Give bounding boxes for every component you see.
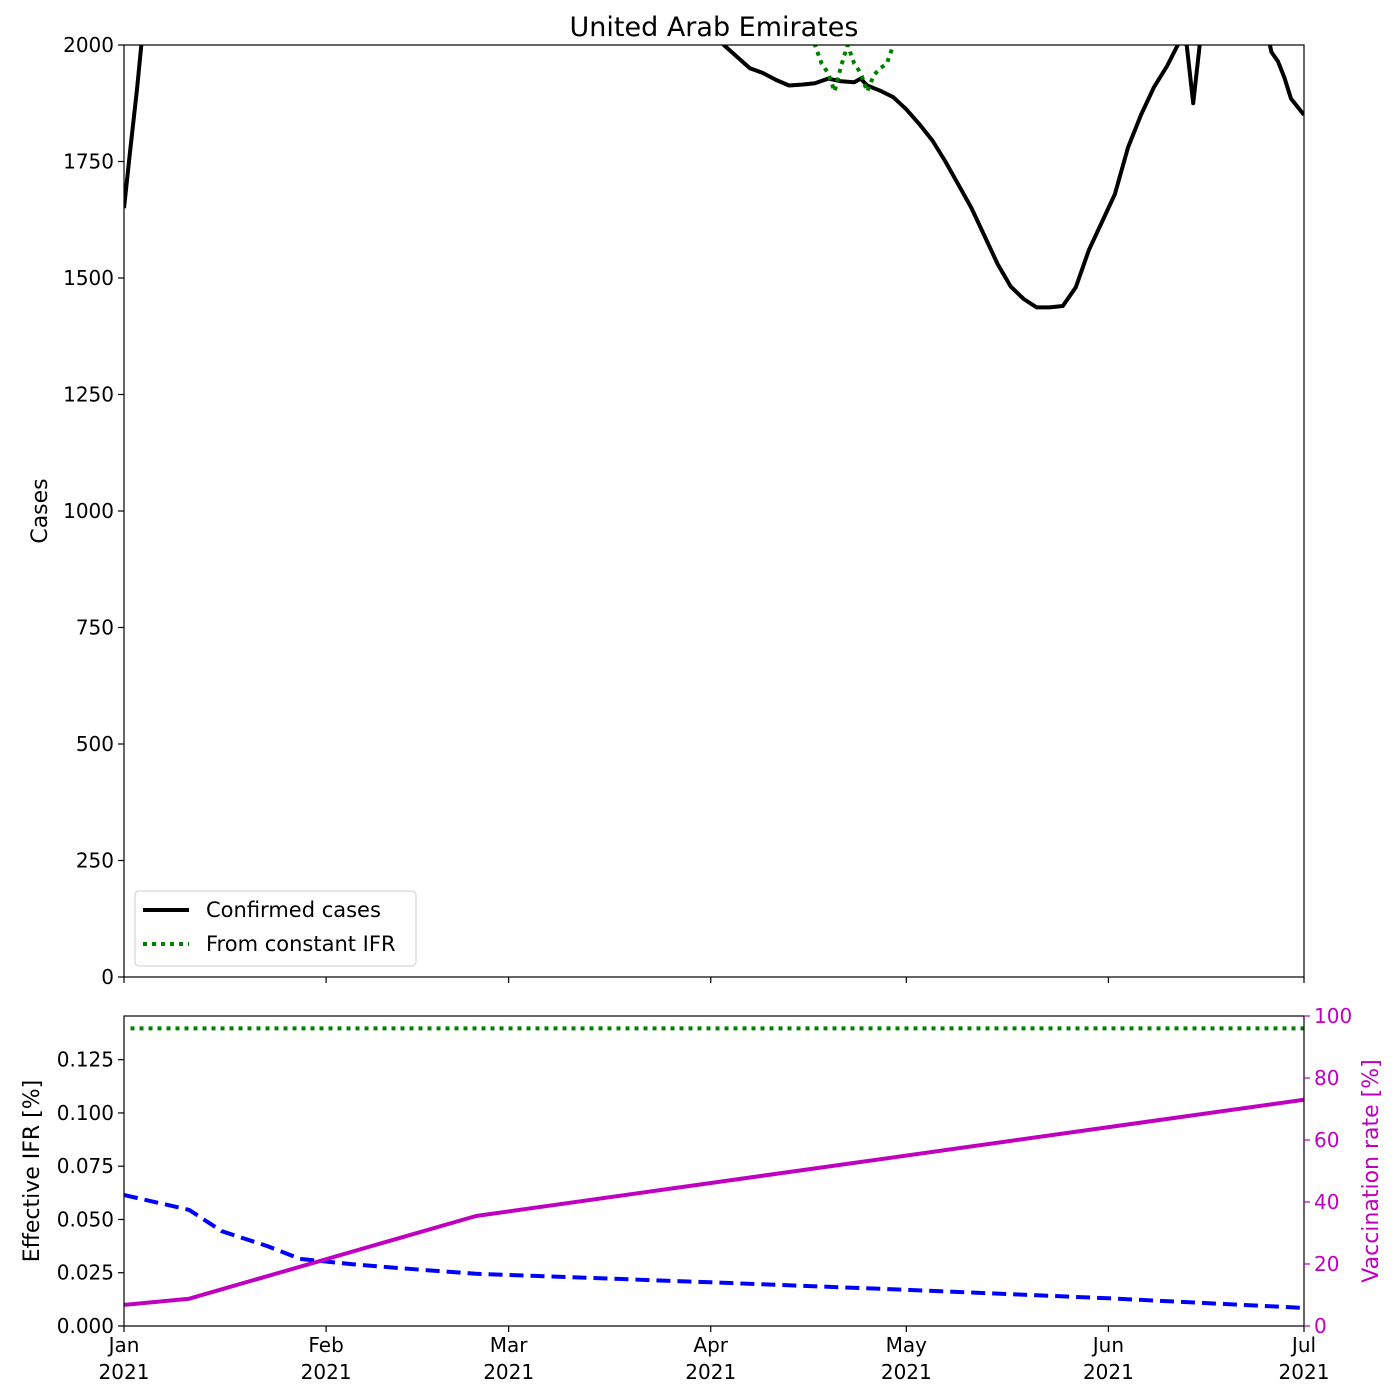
y-tick-label: 750: [76, 616, 114, 640]
ifr-y-axis: 0.000 0.025 0.050 0.075 0.100 0.125: [57, 1048, 124, 1338]
y-tick-label: 1750: [63, 150, 114, 174]
y-tick-label: 0.025: [57, 1261, 114, 1285]
y-right-tick-label: 0: [1314, 1314, 1327, 1338]
x-tick-label-month: Jul: [1290, 1333, 1316, 1357]
x-tick-label-month: Jan: [107, 1333, 140, 1357]
x-tick-label-year: 2021: [881, 1360, 932, 1384]
y-tick-label: 0.075: [57, 1154, 114, 1178]
y-tick-label: 2000: [63, 33, 114, 57]
cases-x-axis: [123, 977, 1305, 983]
y-tick-label: 1000: [63, 499, 114, 523]
vaccination-y-axis-label: Vaccination rate [%]: [1359, 1059, 1384, 1282]
vaccination-y-axis: 0 20 40 60 80 100: [1304, 1004, 1352, 1338]
y-tick-label: 250: [76, 849, 114, 873]
x-tick-label-year: 2021: [301, 1360, 352, 1384]
y-tick-label: 0.125: [57, 1048, 114, 1072]
y-right-tick-label: 100: [1314, 1004, 1352, 1028]
legend-label-confirmed: Confirmed cases: [206, 898, 381, 922]
y-right-tick-label: 40: [1314, 1190, 1339, 1214]
cases-axes-frame: [123, 44, 1305, 978]
chart-title: United Arab Emirates: [570, 12, 859, 43]
y-tick-label: 500: [76, 732, 114, 756]
x-tick-label-year: 2021: [1279, 1360, 1330, 1384]
y-right-tick-label: 60: [1314, 1128, 1339, 1152]
ifr-y-axis-label: Effective IFR [%]: [20, 1080, 45, 1262]
x-tick-label-month: Mar: [490, 1333, 529, 1357]
y-tick-label: 1250: [63, 383, 114, 407]
legend-box: [134, 890, 417, 967]
x-tick-label-month: Feb: [308, 1333, 343, 1357]
x-tick-label-year: 2021: [99, 1360, 150, 1384]
cases-plot-area: [124, 45, 1304, 310]
x-tick-label-month: Apr: [693, 1333, 728, 1357]
y-tick-label: 0: [101, 965, 114, 989]
series-line-constant-ifr: [812, 45, 896, 94]
y-right-tick-label: 20: [1314, 1252, 1339, 1276]
x-tick-label-month: Jun: [1091, 1333, 1124, 1357]
legend-label-constant-ifr: From constant IFR: [206, 932, 396, 956]
x-tick-label-year: 2021: [1083, 1360, 1134, 1384]
series-line-effective-ifr: [124, 1193, 1304, 1310]
x-tick-label-year: 2021: [483, 1360, 534, 1384]
series-line-vaccination-rate: [124, 1097, 1304, 1307]
y-tick-label: 0.000: [57, 1314, 114, 1338]
legend: Confirmed cases From constant IFR: [134, 890, 417, 967]
series-line-confirmed-cases: [124, 45, 1304, 310]
y-tick-label: 1500: [63, 266, 114, 290]
x-tick-label-month: May: [886, 1333, 928, 1357]
ifr-x-axis: Jan 2021 Feb 2021 Mar 2021 Apr 2021 May 2021 Jun 20…: [99, 1326, 1330, 1384]
x-tick-label-year: 2021: [685, 1360, 736, 1384]
ifr-axes-frame: [123, 1015, 1305, 1327]
y-tick-label: 0.050: [57, 1207, 114, 1231]
cases-y-axis: 0 250 500 750 1000 1250 1500 1750 2000: [63, 33, 124, 989]
cases-y-axis-label: Cases: [28, 478, 53, 543]
ifr-plot-area: [124, 1026, 1304, 1310]
y-tick-label: 0.100: [57, 1101, 114, 1125]
y-right-tick-label: 80: [1314, 1066, 1339, 1090]
